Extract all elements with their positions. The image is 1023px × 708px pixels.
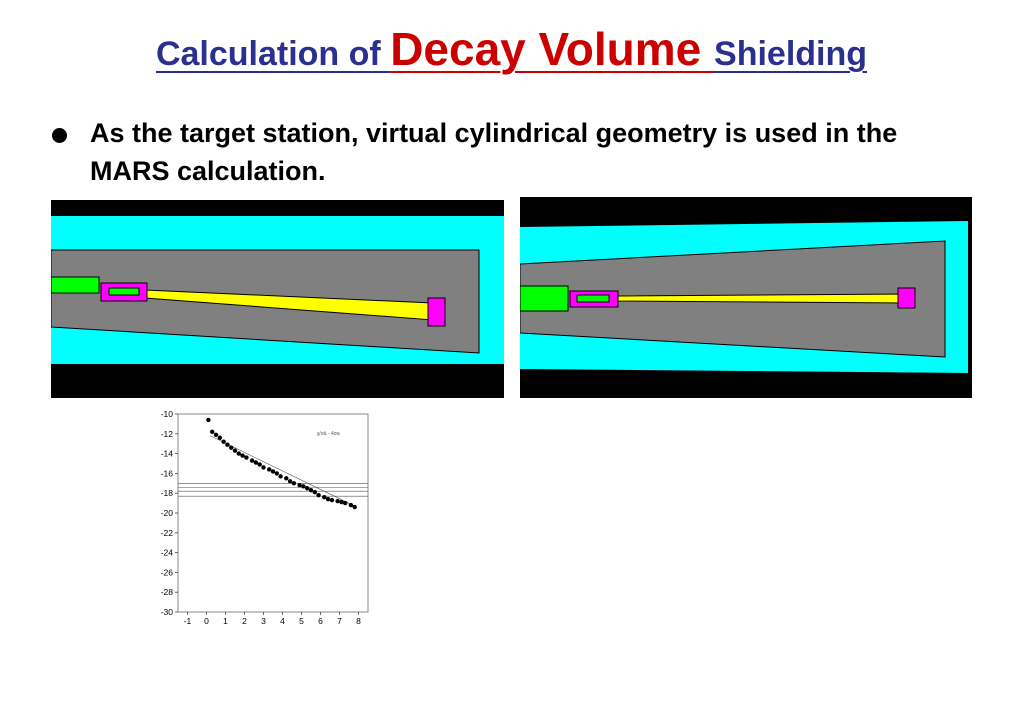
- data-point: [240, 453, 245, 458]
- left-target: [50, 276, 100, 294]
- right-inner-target: [576, 294, 610, 303]
- data-point: [291, 481, 297, 486]
- data-point: [213, 432, 219, 437]
- data-point: [261, 465, 266, 470]
- x-tick-label: 5: [299, 616, 304, 624]
- data-point: [348, 502, 354, 508]
- x-tick-label: -1: [184, 616, 192, 624]
- mars-geometry-left-image: [50, 200, 504, 398]
- data-point: [329, 497, 335, 503]
- y-tick-label: -16: [161, 468, 174, 478]
- x-tick-label: 1: [223, 616, 228, 624]
- data-point: [267, 467, 272, 472]
- title-part-shielding: Shielding: [714, 35, 868, 73]
- y-tick-label: -26: [161, 567, 174, 577]
- x-tick-label: 4: [280, 616, 285, 624]
- y-tick-label: -14: [161, 449, 174, 459]
- data-point: [274, 471, 279, 476]
- data-point: [343, 500, 348, 506]
- data-point: [270, 469, 276, 474]
- data-point: [217, 435, 222, 440]
- mars-geometry-right-image: [519, 197, 972, 398]
- x-tick-label: 0: [204, 616, 209, 624]
- y-tick-label: -22: [161, 528, 174, 538]
- x-tick-label: 7: [337, 616, 342, 624]
- data-point: [244, 455, 249, 460]
- mars-geometry-left-drawing: [50, 200, 504, 398]
- plot-legend: χ/σä - 4σa: [317, 431, 340, 437]
- title-part-decay-volume: Decay Volume: [390, 23, 715, 75]
- right-absorber: [897, 287, 916, 309]
- data-point: [225, 442, 230, 447]
- y-tick-label: -30: [161, 607, 174, 617]
- data-point: [335, 498, 340, 504]
- data-point: [301, 484, 306, 489]
- data-point: [206, 417, 211, 423]
- data-point: [325, 496, 331, 502]
- right-target: [519, 285, 569, 312]
- plot-frame: [177, 413, 369, 613]
- data-point: [278, 474, 283, 479]
- data-point: [322, 494, 327, 500]
- data-point: [316, 492, 321, 498]
- data-point: [249, 458, 255, 463]
- y-tick-label: -24: [161, 548, 174, 558]
- data-point: [287, 479, 293, 484]
- data-point: [253, 460, 259, 465]
- left-absorber: [427, 297, 446, 327]
- scatter-plot: -10 -12 -14 -16 -18 -20 -22 -24 -26 -28 -30 -1 0 1 2 3 4…: [150, 408, 370, 626]
- data-point: [312, 490, 317, 495]
- data-point: [221, 439, 226, 444]
- data-point: [339, 499, 344, 505]
- left-inner-target: [108, 287, 140, 296]
- x-tick-label: 8: [356, 616, 361, 624]
- right-beam-pipe: [617, 293, 901, 304]
- data-point: [308, 488, 314, 493]
- data-point: [305, 486, 310, 491]
- y-tick-label: -12: [161, 429, 174, 439]
- data-point: [257, 462, 262, 467]
- y-tick-label: -10: [161, 409, 174, 419]
- title-part-calculation: Calculation of: [155, 35, 391, 73]
- fit-line: [210, 435, 355, 507]
- data-point: [297, 483, 302, 488]
- data-point: [352, 504, 357, 510]
- bullet-text: As the target station, virtual cylindric…: [90, 118, 898, 186]
- data-point: [229, 445, 234, 450]
- data-point: [232, 448, 238, 453]
- scatter-plot-svg: -10-12-14-16-18-20-22-24-26-28-30-1 0 1 2 3 4…: [161, 409, 369, 626]
- x-tick-label: 2: [242, 616, 247, 624]
- mars-geometry-right-drawing: [519, 197, 972, 398]
- data-point: [284, 476, 289, 481]
- bullet-icon: [52, 128, 67, 143]
- x-tick-label: 6: [318, 616, 323, 624]
- x-tick-label: 3: [261, 616, 266, 624]
- data-point: [236, 451, 241, 456]
- slide-title: Calculation of Decay Volume Shielding: [0, 22, 1023, 76]
- y-tick-label: -18: [161, 488, 174, 498]
- y-tick-label: -20: [161, 508, 174, 518]
- y-tick-label: -28: [161, 587, 174, 597]
- data-point: [210, 429, 215, 435]
